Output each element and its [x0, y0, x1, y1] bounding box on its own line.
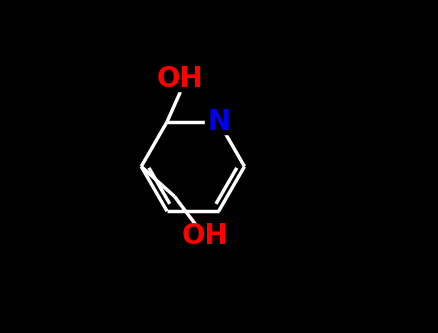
Text: N: N [207, 108, 230, 136]
Text: OH: OH [181, 222, 227, 250]
Bar [186, 224, 223, 249]
Text: OH: OH [157, 65, 203, 93]
Bar [204, 109, 232, 135]
Bar [162, 66, 198, 91]
